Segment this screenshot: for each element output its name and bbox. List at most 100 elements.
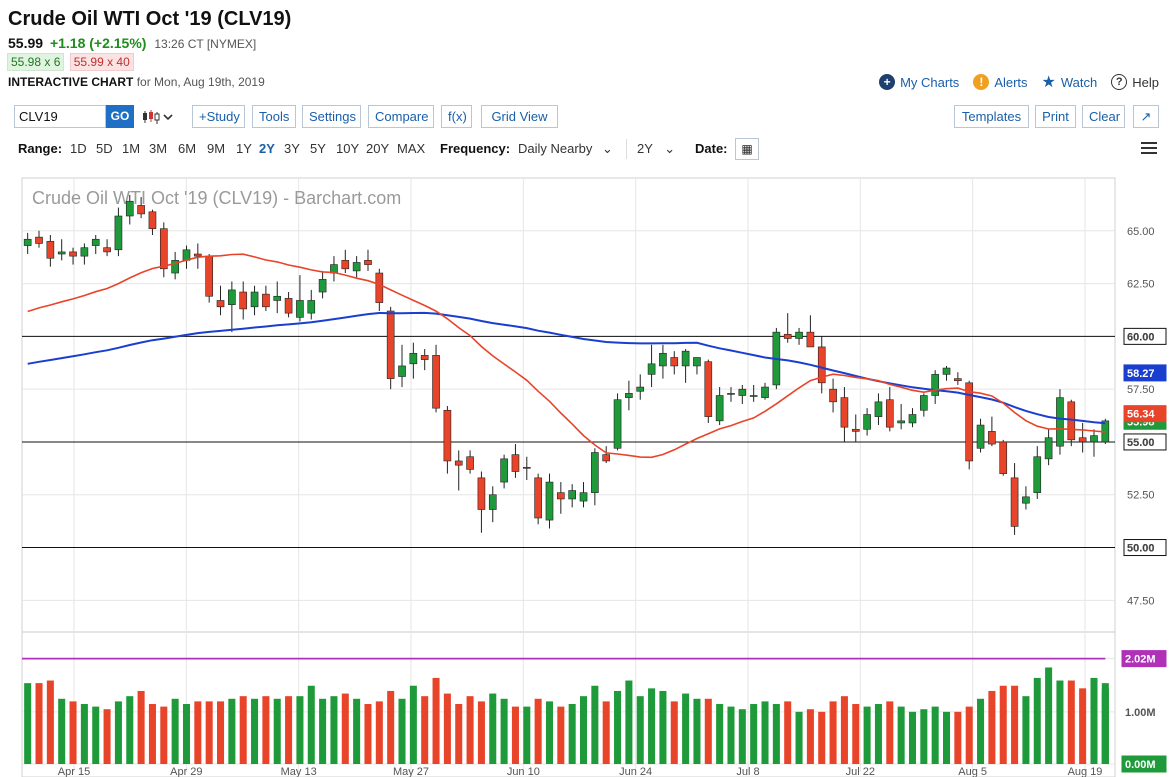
chart-type-dropdown[interactable] bbox=[142, 108, 176, 126]
volume-bar bbox=[466, 696, 474, 764]
price-chart[interactable]: Crude Oil WTI Oct '19 (CLV19) - Barchart… bbox=[0, 176, 1169, 777]
candle bbox=[375, 268, 384, 312]
volume-bar bbox=[182, 704, 191, 764]
range-max[interactable]: MAX bbox=[397, 141, 426, 156]
candle-body bbox=[80, 247, 89, 257]
candle-body bbox=[273, 295, 282, 301]
clear-button[interactable]: Clear bbox=[1082, 105, 1125, 128]
fx-button[interactable]: f(x) bbox=[441, 105, 472, 128]
expand-button[interactable]: ↗ bbox=[1133, 105, 1159, 128]
range-2y[interactable]: 2Y bbox=[259, 141, 275, 156]
range-9m[interactable]: 9M bbox=[207, 141, 226, 156]
menu-icon[interactable] bbox=[1141, 142, 1157, 156]
settings-button[interactable]: Settings bbox=[302, 105, 361, 128]
templates-button[interactable]: Templates bbox=[954, 105, 1029, 128]
range-1d[interactable]: 1D bbox=[70, 141, 87, 156]
range-5y[interactable]: 5Y bbox=[310, 141, 326, 156]
price-tick-label: 50.00 bbox=[1127, 543, 1155, 555]
volume-last-badge: 0.00M bbox=[1121, 755, 1167, 773]
print-button[interactable]: Print bbox=[1035, 105, 1076, 128]
range-1m[interactable]: 1M bbox=[122, 141, 141, 156]
volume-bar bbox=[1022, 696, 1030, 764]
time-tick-label: Aug 19 bbox=[1068, 766, 1103, 777]
candle bbox=[931, 370, 939, 404]
volume-bar bbox=[409, 685, 417, 764]
quote-line: 55.99 +1.18 (+2.15%) 13:26 CT [NYMEX] bbox=[8, 35, 256, 51]
range-3y[interactable]: 3Y bbox=[284, 141, 300, 156]
range-5d[interactable]: 5D bbox=[96, 141, 113, 156]
my-charts-link[interactable]: + My Charts bbox=[879, 74, 959, 90]
range-1y[interactable]: 1Y bbox=[236, 141, 252, 156]
candlestick-icon bbox=[143, 110, 160, 124]
range-3m[interactable]: 3M bbox=[149, 141, 168, 156]
candle bbox=[454, 450, 463, 491]
price-tick-label: 60.00 bbox=[1127, 331, 1155, 343]
help-link[interactable]: ? Help bbox=[1111, 74, 1159, 90]
alerts-link[interactable]: ! Alerts bbox=[973, 74, 1028, 90]
level-50-badge-box bbox=[1123, 539, 1167, 557]
volume-bar bbox=[58, 698, 66, 764]
candle-body bbox=[579, 492, 588, 502]
candle-body bbox=[148, 211, 157, 229]
candle bbox=[545, 473, 554, 529]
candle bbox=[817, 336, 826, 394]
watch-link[interactable]: ★ Watch bbox=[1042, 72, 1098, 92]
volume-bar bbox=[874, 704, 882, 764]
time-tick-label: Jul 22 bbox=[846, 766, 875, 777]
volume-bar bbox=[24, 683, 32, 764]
candle-body bbox=[318, 279, 327, 293]
candle bbox=[999, 439, 1008, 476]
level-50-badge: 50.00 bbox=[1123, 539, 1167, 557]
range-20y[interactable]: 20Y bbox=[366, 141, 390, 156]
volume-bar bbox=[273, 698, 281, 764]
volume-bar bbox=[35, 683, 43, 764]
candle-body bbox=[432, 355, 440, 409]
candle bbox=[171, 251, 179, 280]
candle-body bbox=[137, 205, 145, 215]
frequency-dropdown[interactable]: Daily Nearby ⌄ bbox=[518, 141, 613, 157]
candle-body bbox=[454, 460, 463, 466]
volume-bar bbox=[398, 698, 406, 764]
grid-view-button[interactable]: Grid View bbox=[481, 105, 558, 128]
chart-area[interactable]: Crude Oil WTI Oct '19 (CLV19) - Barchart… bbox=[0, 176, 1169, 777]
go-button[interactable]: GO bbox=[106, 105, 134, 128]
candle bbox=[670, 351, 679, 375]
candle bbox=[1022, 486, 1030, 510]
candle-body bbox=[103, 247, 111, 253]
price-tick-label: 57.50 bbox=[1127, 384, 1155, 396]
candle-body bbox=[613, 399, 622, 449]
volume-bar bbox=[341, 693, 349, 764]
candle-body bbox=[715, 395, 724, 422]
candle-body bbox=[398, 365, 406, 377]
candle bbox=[851, 414, 860, 442]
candle bbox=[1090, 429, 1098, 457]
candle bbox=[239, 281, 248, 320]
volume-bar bbox=[863, 706, 871, 764]
my-charts-label: My Charts bbox=[900, 74, 960, 90]
candle bbox=[352, 256, 361, 278]
study-button[interactable]: +Study bbox=[192, 105, 245, 128]
volume-bar bbox=[1090, 677, 1098, 764]
compare-button[interactable]: Compare bbox=[368, 105, 434, 128]
interactive-label: INTERACTIVE CHART bbox=[8, 75, 134, 89]
candle bbox=[284, 292, 293, 318]
interactive-date: for Mon, Aug 19th, 2019 bbox=[136, 75, 265, 89]
range-10y[interactable]: 10Y bbox=[336, 141, 360, 156]
date-label: Date: bbox=[695, 141, 728, 156]
calendar-button[interactable]: ▦ bbox=[735, 138, 759, 160]
volume-bar bbox=[806, 709, 814, 764]
candle-body bbox=[522, 466, 531, 469]
candle-body bbox=[352, 262, 361, 272]
ma-blue-badge: 58.27 bbox=[1123, 364, 1167, 382]
tools-button[interactable]: Tools bbox=[252, 105, 296, 128]
candle-body bbox=[659, 352, 667, 367]
volume-bar bbox=[137, 690, 145, 764]
volume-bar bbox=[942, 711, 951, 764]
star-icon: ★ bbox=[1041, 74, 1056, 91]
range-6m[interactable]: 6M bbox=[178, 141, 197, 156]
level-55-badge-text: 55.00 bbox=[1127, 437, 1155, 449]
period-dropdown[interactable]: 2Y ⌄ bbox=[637, 141, 675, 157]
symbol-input[interactable] bbox=[14, 105, 106, 128]
volume-bar bbox=[364, 704, 372, 764]
moving-average-red-line bbox=[27, 253, 1106, 459]
